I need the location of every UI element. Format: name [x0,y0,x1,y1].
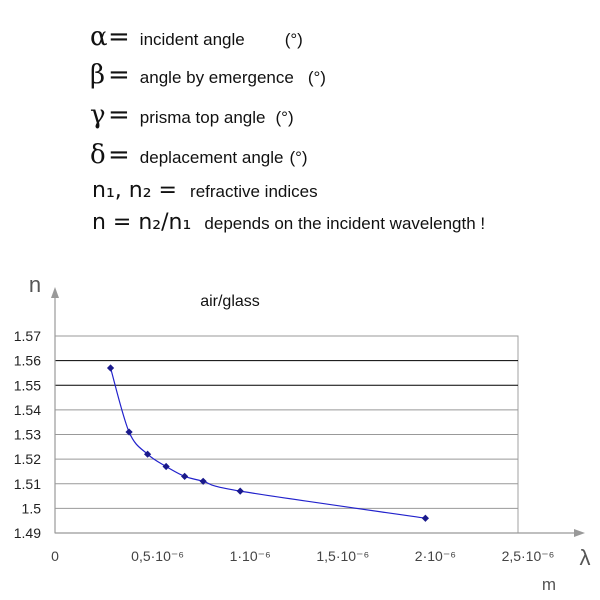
ratio-formula: n = n₂/n₁ [92,210,192,235]
beta-description: angle by emergence [139,68,294,87]
chart-title: air/glass [200,293,260,310]
gamma-unit: (°) [275,108,294,127]
label-layer: 1.49 1.5 1.51 1.52 1.53 1.54 1.55 1.56 1.57 0 0,5·… [14,272,591,594]
data-point [236,487,244,495]
x-tick-label: 2·10⁻⁶ [415,548,456,564]
beta-unit: (°) [307,68,326,87]
y-tick-label: 1.51 [14,476,41,492]
data-point [125,428,133,436]
y-tick-label: 1.49 [14,525,41,541]
grid-layer [54,335,519,534]
x-tick-label: 0 [51,548,59,564]
definition-delta: δ = deplacement angle (°) [90,140,308,170]
x-tick-label: 1,5·10⁻⁶ [316,548,369,564]
definition-alpha: α = incident angle (°) [90,22,303,52]
alpha-equals: = [108,22,130,52]
data-point [199,477,207,485]
y-tick-label: 1.55 [14,377,41,393]
y-tick-label: 1.53 [14,427,41,443]
ratio-line: n = n₂/n₁ depends on the incident wavele… [92,210,485,235]
ratio-text: depends on the incident wavelength ! [204,214,486,233]
data-point [106,364,115,372]
delta-equals: = [108,140,130,170]
delta-unit: (°) [289,148,308,167]
series-layer [106,364,429,522]
y-axis-label: n [29,272,41,297]
definition-gamma: γ = prisma top angle (°) [90,100,294,130]
delta-description: deplacement angle [139,148,284,167]
x-tick-label: 0,5·10⁻⁶ [131,548,184,564]
y-tick-label: 1.56 [14,353,41,369]
y-tick-label: 1.54 [14,402,41,418]
data-point [144,450,152,458]
data-point [181,472,189,480]
axis-layer [51,287,585,537]
y-tick-label: 1.57 [14,328,41,344]
y-axis-arrow [51,287,59,298]
beta-equals: = [108,60,130,90]
indices-symbols: n₁, n₂ = [92,178,177,203]
x-axis-unit: m [542,575,556,594]
y-tick-label: 1.52 [14,451,41,467]
y-tick-label: 1.5 [22,500,42,516]
alpha-unit: (°) [284,30,303,49]
gamma-description: prisma top angle [139,108,266,127]
x-tick-label: 1·10⁻⁶ [230,548,271,564]
x-axis-arrow [574,529,585,537]
x-axis-label: λ [580,545,591,570]
definition-beta: β = angle by emergence (°) [90,60,326,90]
series-curve [109,367,426,519]
alpha-description: incident angle [139,30,245,49]
gamma-equals: = [108,100,130,130]
data-point [421,514,429,522]
data-point [162,462,170,471]
indices-text: refractive indices [190,182,318,201]
refractive-indices-line: n₁, n₂ = refractive indices [92,178,318,203]
x-tick-label: 2,5·10⁻⁶ [502,548,555,564]
